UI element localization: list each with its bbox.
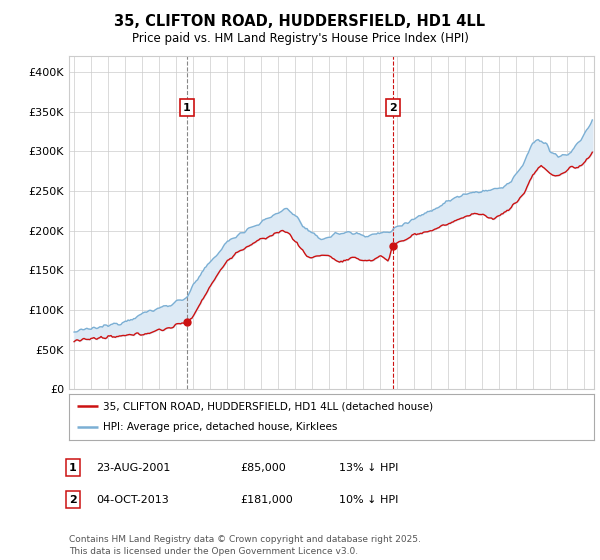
Text: 10% ↓ HPI: 10% ↓ HPI xyxy=(339,494,398,505)
Text: HPI: Average price, detached house, Kirklees: HPI: Average price, detached house, Kirk… xyxy=(103,422,337,432)
Text: 1: 1 xyxy=(69,463,77,473)
Text: 35, CLIFTON ROAD, HUDDERSFIELD, HD1 4LL: 35, CLIFTON ROAD, HUDDERSFIELD, HD1 4LL xyxy=(115,14,485,29)
Text: Price paid vs. HM Land Registry's House Price Index (HPI): Price paid vs. HM Land Registry's House … xyxy=(131,32,469,45)
Text: £85,000: £85,000 xyxy=(240,463,286,473)
Text: 2: 2 xyxy=(389,102,397,113)
Text: 04-OCT-2013: 04-OCT-2013 xyxy=(96,494,169,505)
Text: 2: 2 xyxy=(69,494,77,505)
Text: 13% ↓ HPI: 13% ↓ HPI xyxy=(339,463,398,473)
Text: 35, CLIFTON ROAD, HUDDERSFIELD, HD1 4LL (detached house): 35, CLIFTON ROAD, HUDDERSFIELD, HD1 4LL … xyxy=(103,401,433,411)
Text: 23-AUG-2001: 23-AUG-2001 xyxy=(96,463,170,473)
Text: Contains HM Land Registry data © Crown copyright and database right 2025.
This d: Contains HM Land Registry data © Crown c… xyxy=(69,535,421,556)
Text: £181,000: £181,000 xyxy=(240,494,293,505)
Text: 1: 1 xyxy=(183,102,191,113)
